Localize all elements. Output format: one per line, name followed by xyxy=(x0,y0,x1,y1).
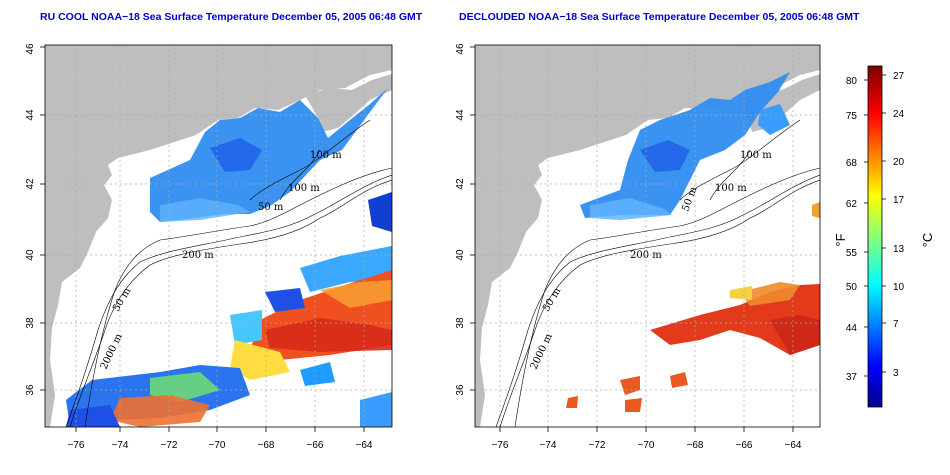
right-y-axis: 36 38 40 42 44 46 xyxy=(455,43,475,396)
left-contour-label: 200 m xyxy=(182,250,214,261)
left-warm-water-patches xyxy=(66,192,392,427)
fahrenheit-tick: 37 xyxy=(846,372,858,383)
x-tick-label: −70 xyxy=(209,440,226,451)
gulf-of-maine-sst xyxy=(580,72,790,218)
celsius-tick: 13 xyxy=(893,244,905,255)
x-tick-label: −66 xyxy=(307,440,324,451)
fahrenheit-tick: 44 xyxy=(846,323,858,334)
right-map-panel: 100 m 100 m 50 m 200 m 50 m 2000 m −76 −… xyxy=(455,43,821,451)
right-contour-label: 50 m xyxy=(541,286,563,314)
y-tick-label: 44 xyxy=(455,109,466,121)
y-tick-label: 46 xyxy=(25,43,36,55)
celsius-tick: 20 xyxy=(893,157,905,168)
land-mass xyxy=(475,45,820,427)
left-map-title: RU COOL NOAA−18 Sea Surface Temperature … xyxy=(40,11,423,23)
left-map-panel: 100 m 100 m 50 m 200 m 50 m 2000 m −76 −… xyxy=(25,43,393,451)
right-grid xyxy=(475,45,820,427)
nova-scotia-land xyxy=(305,74,392,132)
fahrenheit-tick: 55 xyxy=(846,248,858,259)
x-tick-label: −70 xyxy=(638,440,655,451)
right-x-axis: −76 −74 −72 −70 −68 −66 −64 xyxy=(492,427,802,451)
x-tick-label: −72 xyxy=(589,440,606,451)
y-tick-label: 42 xyxy=(455,178,466,190)
left-contour-label: 100 m xyxy=(310,150,342,161)
celsius-tick: 24 xyxy=(893,109,905,120)
y-tick-label: 38 xyxy=(25,317,36,329)
x-tick-label: −76 xyxy=(492,440,509,451)
left-grid xyxy=(45,45,392,427)
x-tick-label: −68 xyxy=(258,440,275,451)
x-tick-label: −64 xyxy=(785,440,802,451)
left-bathymetry-contours xyxy=(65,119,392,427)
right-bathymetry-contours xyxy=(495,119,820,427)
left-contour-label: 50 m xyxy=(258,202,284,213)
x-tick-label: −64 xyxy=(356,440,373,451)
fahrenheit-tick: 80 xyxy=(846,76,858,87)
y-tick-label: 36 xyxy=(455,384,466,396)
y-tick-label: 46 xyxy=(455,43,466,55)
celsius-tick: 3 xyxy=(893,368,899,379)
celsius-tick: 27 xyxy=(893,71,905,82)
colorbar-gradient xyxy=(867,65,883,408)
fahrenheit-tick: 62 xyxy=(846,199,858,210)
left-contour-label: 100 m xyxy=(288,183,320,194)
y-tick-label: 40 xyxy=(25,249,36,261)
y-tick-label: 44 xyxy=(25,109,36,121)
x-tick-label: −76 xyxy=(68,440,85,451)
left-contour-label: 50 m xyxy=(111,286,133,314)
gulf-of-maine-sst xyxy=(150,88,388,222)
x-tick-label: −66 xyxy=(736,440,753,451)
celsius-tick: 17 xyxy=(893,195,905,206)
left-map-frame xyxy=(44,44,393,428)
x-tick-label: −74 xyxy=(540,440,557,451)
x-tick-label: −68 xyxy=(687,440,704,451)
left-y-axis: 36 38 40 42 44 46 xyxy=(25,43,45,396)
right-contour-label: 100 m xyxy=(715,183,747,194)
fahrenheit-tick: 50 xyxy=(846,282,858,293)
y-tick-label: 36 xyxy=(25,384,36,396)
y-tick-label: 40 xyxy=(455,249,466,261)
right-map-frame xyxy=(474,44,821,428)
celsius-tick: 10 xyxy=(893,282,905,293)
colorbar: 80 75 68 62 55 50 44 37 27 24 20 17 13 1… xyxy=(833,65,935,408)
celsius-unit-label: °C xyxy=(920,233,935,248)
x-tick-label: −74 xyxy=(112,440,129,451)
y-tick-label: 42 xyxy=(25,178,36,190)
right-map-title: DECLOUDED NOAA−18 Sea Surface Temperatur… xyxy=(459,11,860,23)
fahrenheit-tick: 75 xyxy=(846,111,858,122)
x-tick-label: −72 xyxy=(161,440,178,451)
land-mass xyxy=(45,45,392,427)
celsius-tick: 7 xyxy=(893,319,899,330)
right-contour-label: 100 m xyxy=(740,150,772,161)
right-warm-water-patches xyxy=(566,202,820,412)
fahrenheit-unit-label: °F xyxy=(833,233,848,246)
left-x-axis: −76 −74 −72 −70 −68 −66 −64 xyxy=(68,427,373,451)
fahrenheit-tick: 68 xyxy=(846,158,858,169)
y-tick-label: 38 xyxy=(455,317,466,329)
right-contour-label: 200 m xyxy=(630,250,662,261)
